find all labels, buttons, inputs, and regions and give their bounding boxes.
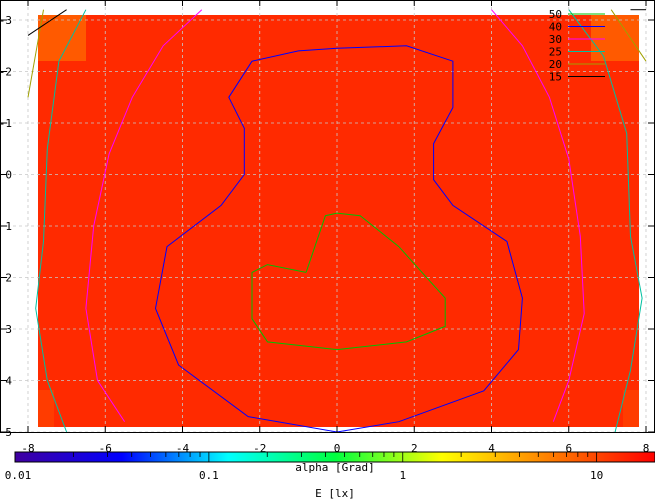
colorbar-tick-labels: 0.01 0.1 1 10 <box>5 469 604 482</box>
contour-50 <box>251 212 446 351</box>
contour-20 <box>610 9 647 62</box>
y-tick-label: 3 <box>5 323 12 336</box>
x-tick-label: 4 <box>488 442 495 455</box>
x-tick-label: 8 <box>643 442 650 455</box>
contour-lines <box>27 9 647 433</box>
x-tick-label: 0 <box>334 442 341 455</box>
colorbar-tick-label: 0.1 <box>199 469 219 482</box>
legend-label: 15 <box>549 71 562 84</box>
heatmap-corner-bottom-left <box>38 390 54 427</box>
y-tick-label: 0 <box>5 169 12 182</box>
x-tick-label: 6 <box>565 442 572 455</box>
colorbar-tick-label: 0.01 <box>5 469 32 482</box>
heatmap-field <box>38 15 639 427</box>
legend-label: 20 <box>549 58 562 71</box>
contour-40 <box>154 45 523 433</box>
y-axis: -3 -2 -1 0 1 2 3 4 5 <box>0 14 654 439</box>
contour-30 <box>491 9 585 422</box>
y-tick-label: 1 <box>5 220 12 233</box>
x-axis-label: alpha [Grad] <box>295 461 374 474</box>
colorbar-label: E [lx] <box>315 487 355 500</box>
x-axis: -8 -6 -4 -2 0 2 4 6 8 <box>21 1 649 455</box>
contour-20 <box>27 9 44 98</box>
legend-label: 40 <box>549 21 562 34</box>
contour-25 <box>568 9 643 433</box>
y-tick-label: 4 <box>5 375 12 388</box>
colorbar-tick-label: 10 <box>590 469 603 482</box>
legend-label: 25 <box>549 46 562 59</box>
colorbar: 0.01 0.1 1 10 <box>5 451 655 482</box>
contour-25 <box>35 9 87 433</box>
legend-label: 50 <box>549 8 562 21</box>
colorbar-tick-label: 1 <box>399 469 406 482</box>
heatmap-corner-top-left <box>38 15 86 61</box>
y-tick-label: 5 <box>5 426 12 439</box>
y-tick-label: -3 <box>0 14 12 27</box>
contour-15 <box>27 9 67 36</box>
legend-label: 30 <box>549 33 562 46</box>
colorbar-minor-ticks <box>14 452 655 462</box>
plot-field <box>38 15 639 427</box>
y-tick-label: 2 <box>5 272 12 285</box>
x-tick-label: 2 <box>411 442 418 455</box>
heatmap-corner-top-right <box>591 15 639 61</box>
contour-30 <box>85 9 203 422</box>
y-tick-label: -1 <box>0 117 12 130</box>
y-tick-label: -2 <box>0 66 12 79</box>
heatmap-corner-bottom-right <box>623 390 639 427</box>
